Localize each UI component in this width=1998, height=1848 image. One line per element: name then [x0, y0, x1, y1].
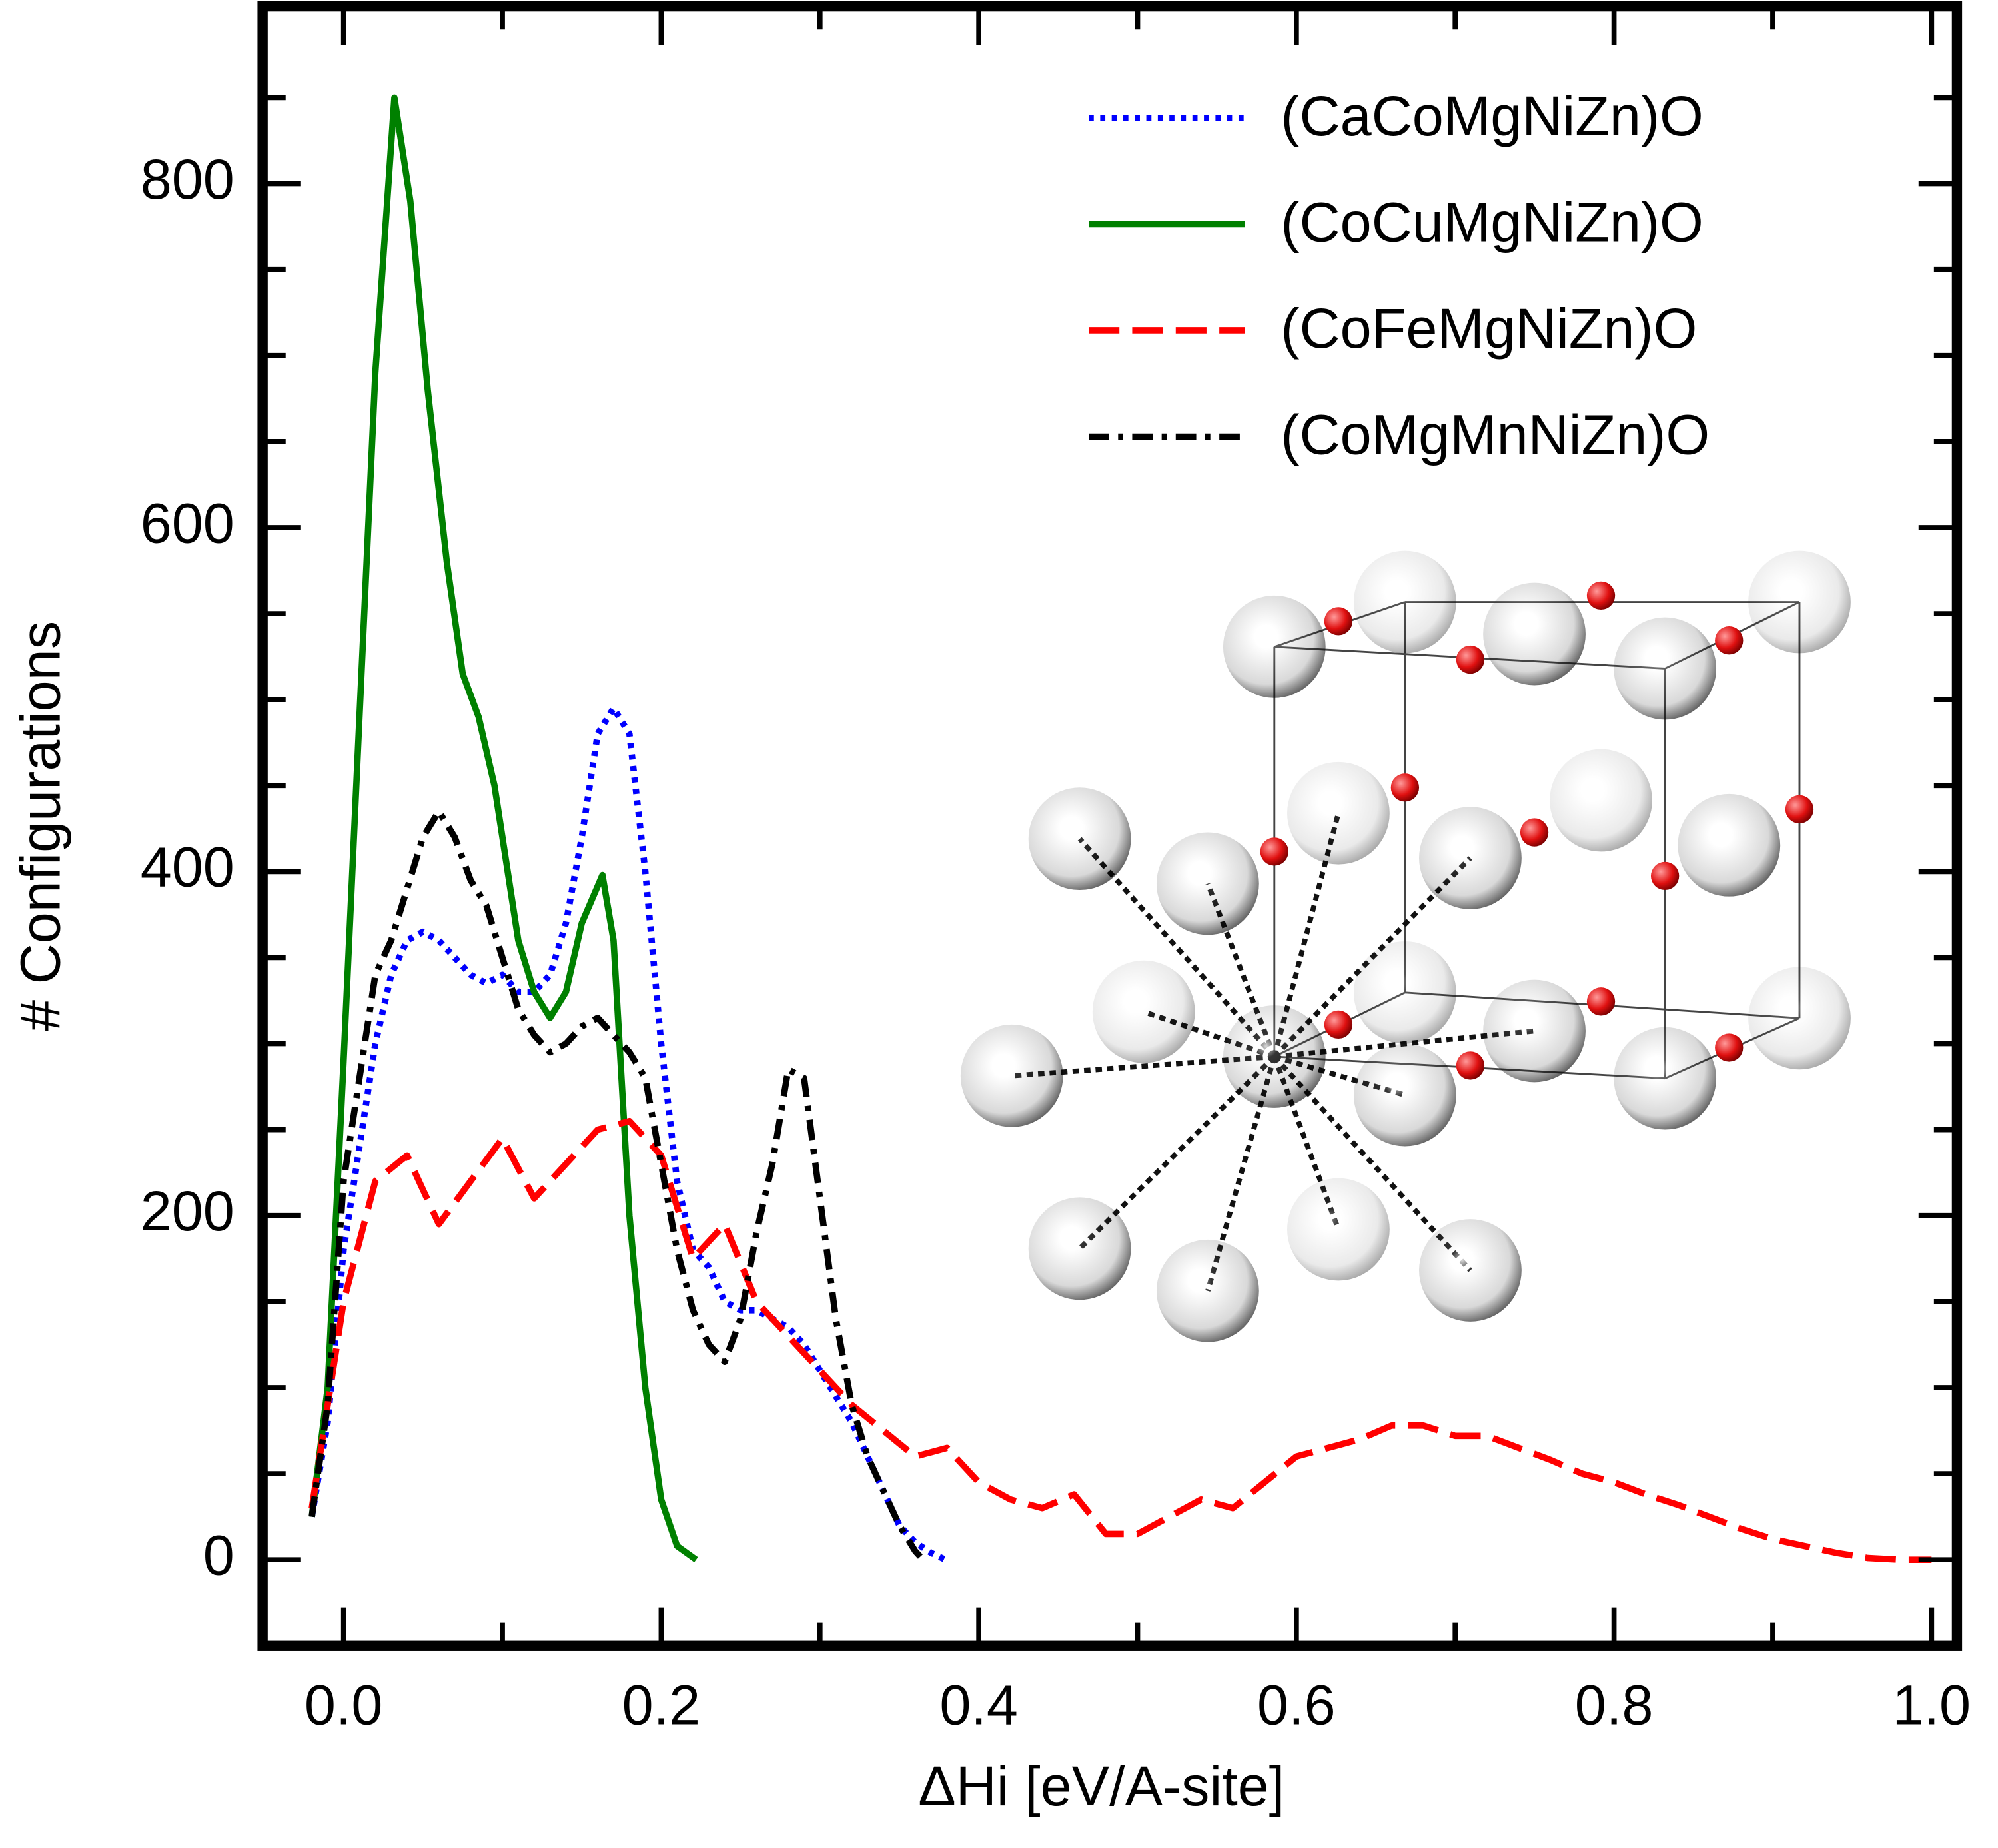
legend-label: (CoMgMnNiZn)O	[1280, 403, 1710, 466]
atom-shade	[1223, 595, 1326, 698]
atom-shade	[1614, 617, 1717, 720]
atom	[927, 991, 1081, 1145]
atom	[1580, 994, 1734, 1148]
oxygen-atom	[1260, 837, 1288, 866]
atom	[995, 1164, 1149, 1318]
atom	[1123, 1206, 1277, 1360]
atom-shade	[1748, 550, 1851, 654]
atom	[1320, 518, 1474, 672]
x-tick-label: 0.0	[304, 1673, 383, 1737]
atom-shade	[1419, 807, 1522, 909]
atom-shade	[1354, 1043, 1456, 1147]
x-tick-label: 0.6	[1257, 1673, 1336, 1737]
series-line	[308, 94, 698, 1563]
atom-shade	[1156, 1239, 1259, 1342]
atom-shade	[1419, 1219, 1522, 1322]
atom-shade	[1678, 793, 1781, 897]
series-line	[308, 808, 926, 1562]
oxygen-atom	[1715, 626, 1744, 655]
atom-shade	[1483, 979, 1586, 1083]
atom	[1516, 716, 1670, 870]
atom	[1123, 799, 1277, 953]
atom-shade	[1092, 960, 1195, 1063]
atom	[1450, 550, 1604, 703]
oxygen-atom	[1520, 818, 1549, 847]
series-line	[308, 705, 947, 1563]
plot-area	[308, 94, 1932, 1563]
oxygen-atom	[1390, 773, 1420, 802]
legend-label: (CaCoMgNiZn)O	[1280, 84, 1703, 147]
atom	[1254, 1145, 1408, 1299]
atom-shade	[1287, 1178, 1390, 1281]
atom-shade	[960, 1024, 1063, 1127]
oxygen-atom	[1586, 987, 1616, 1016]
atom-shade	[1223, 1005, 1326, 1108]
x-axis-label: ΔHi [eV/A-site]	[918, 1754, 1284, 1817]
atom	[1059, 927, 1213, 1081]
atom	[1644, 761, 1798, 915]
oxygen-atom	[1456, 645, 1485, 674]
x-tick-label: 0.8	[1575, 1673, 1654, 1737]
atom-shade	[1287, 761, 1390, 865]
atom-shade	[1354, 941, 1456, 1044]
x-tick-label: 1.0	[1893, 1673, 1971, 1737]
y-axis-label: # Configurations	[9, 621, 72, 1031]
atom	[1715, 933, 1869, 1087]
legend-label: (CoCuMgNiZn)O	[1280, 191, 1703, 254]
oxygen-atom	[1650, 861, 1680, 891]
oxygen-atom	[1324, 1010, 1353, 1039]
bond	[1274, 1028, 1535, 1059]
y-tick-label: 600	[141, 491, 235, 554]
atom	[995, 754, 1149, 908]
x-tick-label: 0.4	[939, 1673, 1018, 1737]
x-tick-label: 0.2	[622, 1673, 701, 1737]
atom-shade	[1748, 967, 1851, 1070]
atom-shade	[1028, 787, 1131, 891]
y-tick-label: 200	[141, 1179, 235, 1242]
y-tick-label: 800	[141, 147, 235, 211]
y-tick-label: 0	[203, 1524, 235, 1587]
atom-shade	[1156, 832, 1259, 935]
crystal-structure-inset	[927, 518, 1869, 1360]
oxygen-atom	[1456, 1051, 1485, 1080]
series-line	[308, 1117, 1932, 1563]
oxygen-atom	[1324, 607, 1353, 636]
atom-shade	[1483, 582, 1586, 686]
atom	[1386, 1186, 1540, 1340]
y-tick-label: 400	[141, 835, 235, 899]
oxygen-atom	[1586, 581, 1616, 610]
atom-shade	[1028, 1197, 1131, 1300]
atom-shade	[1614, 1027, 1717, 1130]
oxygen-atom	[1715, 1033, 1744, 1062]
atom	[1190, 972, 1344, 1126]
atom	[1190, 562, 1344, 716]
oxygen-atom	[1785, 795, 1814, 824]
plot-frame	[257, 1, 1963, 1651]
atom-shade	[1354, 550, 1456, 654]
legend-label: (CoFeMgNiZn)O	[1280, 296, 1697, 360]
atom-shade	[1550, 749, 1652, 852]
